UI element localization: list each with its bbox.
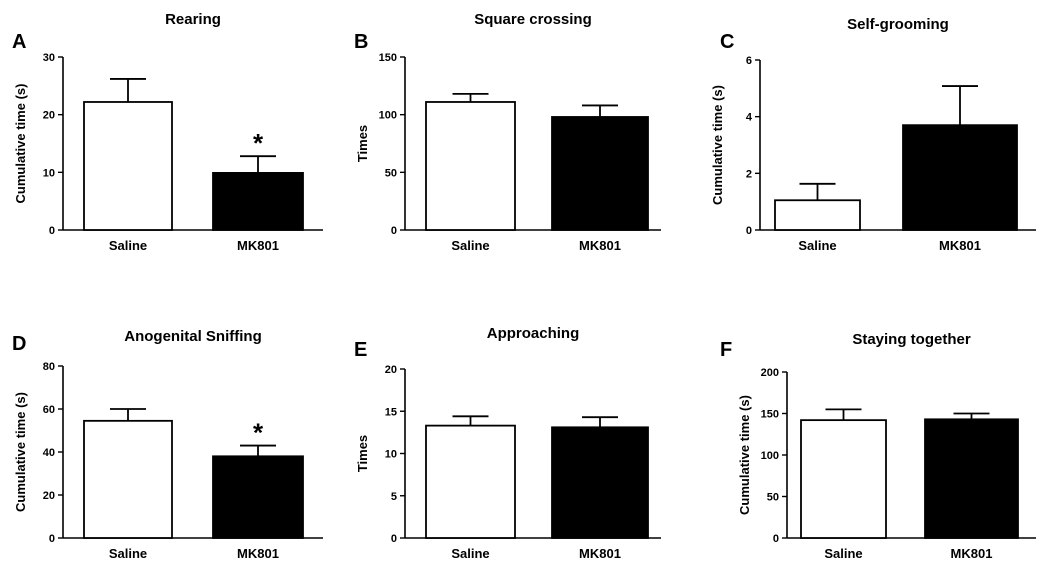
x-category-label: Saline — [109, 546, 147, 561]
x-category-label: MK801 — [579, 238, 621, 253]
y-tick-label: 50 — [767, 492, 779, 504]
y-tick-label: 0 — [746, 225, 752, 237]
y-tick-label: 4 — [746, 112, 753, 124]
bar-mk801 — [551, 426, 649, 539]
panel-letter: F — [720, 339, 732, 361]
bar-mk801 — [902, 124, 1018, 231]
y-axis-label: Cumulative time (s) — [13, 84, 28, 204]
y-tick-label: 150 — [379, 52, 397, 64]
y-tick-label: 6 — [746, 55, 752, 67]
panel-letter: B — [354, 31, 368, 53]
x-category-label: MK801 — [951, 546, 993, 561]
x-category-label: Saline — [451, 238, 489, 253]
y-axis-label: Cumulative time (s) — [737, 395, 752, 515]
y-tick-label: 40 — [43, 447, 55, 459]
y-tick-label: 60 — [43, 404, 55, 416]
y-tick-label: 50 — [385, 167, 397, 179]
y-tick-label: 200 — [761, 367, 779, 379]
panel-e: E Approaching Times 0 5 10 15 20 Saline MK801 — [354, 325, 661, 561]
y-tick-label: 100 — [379, 110, 397, 122]
y-tick-label: 0 — [49, 225, 55, 237]
y-tick-label: 10 — [43, 167, 55, 179]
panel-letter: A — [12, 31, 26, 53]
y-tick-label: 20 — [43, 490, 55, 502]
x-category-label: Saline — [109, 238, 147, 253]
chart-title: Square crossing — [474, 11, 592, 28]
bar-saline — [425, 101, 516, 231]
bar-saline — [83, 419, 173, 539]
panel-d: D Anogenital Sniffing Cumulative time (s) 0… — [12, 328, 323, 561]
chart-title: Anogenital Sniffing — [124, 328, 261, 345]
chart-title: Rearing — [165, 11, 221, 28]
panel-b: B Square crossing Times 0 50 100 150 Saline MK80… — [354, 11, 661, 253]
y-tick-label: 2 — [746, 168, 752, 180]
y-tick-label: 0 — [773, 533, 779, 545]
chart-title: Self-grooming — [847, 16, 949, 33]
x-category-label: MK801 — [237, 546, 279, 561]
bar-saline — [425, 424, 516, 539]
y-tick-label: 80 — [43, 361, 55, 373]
bar-mk801 — [551, 116, 649, 231]
bar-saline — [83, 101, 173, 231]
bar-mk801 — [924, 418, 1019, 539]
y-axis-label: Cumulative time (s) — [13, 392, 28, 512]
panel-letter: E — [354, 339, 367, 361]
y-tick-label: 100 — [761, 450, 779, 462]
chart-title: Approaching — [487, 325, 580, 342]
x-category-label: Saline — [451, 546, 489, 561]
y-axis-label: Cumulative time (s) — [710, 85, 725, 205]
y-axis-label: Times — [355, 435, 370, 472]
chart-title: Staying together — [852, 331, 971, 348]
y-tick-label: 150 — [761, 409, 779, 421]
y-tick-label: 0 — [49, 533, 55, 545]
panel-letter: C — [720, 31, 734, 53]
panel-c: C Self-grooming Cumulative time (s) 0 2 4 6 Sal… — [710, 16, 1036, 253]
y-tick-label: 20 — [43, 110, 55, 122]
x-category-label: MK801 — [939, 238, 981, 253]
panel-f: F Staying together Cumulative time (s) 0 50 1… — [720, 331, 1036, 561]
panel-a: A Rearing Cumulative time (s) 0 10 20 30 Saline… — [12, 11, 323, 253]
x-category-label: Saline — [798, 238, 836, 253]
y-tick-label: 0 — [391, 533, 397, 545]
x-category-label: Saline — [824, 546, 862, 561]
y-tick-label: 30 — [43, 52, 55, 64]
y-axis-label: Times — [355, 125, 370, 162]
x-category-label: MK801 — [579, 546, 621, 561]
bar-mk801 — [212, 455, 304, 539]
y-tick-label: 20 — [385, 364, 397, 376]
y-tick-label: 5 — [391, 491, 397, 503]
bar-saline — [800, 419, 887, 539]
y-tick-label: 10 — [385, 449, 397, 461]
panel-letter: D — [12, 333, 26, 355]
x-category-label: MK801 — [237, 238, 279, 253]
y-tick-label: 15 — [385, 406, 397, 418]
y-tick-label: 0 — [391, 225, 397, 237]
bar-mk801 — [212, 172, 304, 231]
significance-asterisk: * — [253, 128, 264, 158]
bar-saline — [774, 199, 861, 231]
significance-asterisk: * — [253, 418, 264, 448]
